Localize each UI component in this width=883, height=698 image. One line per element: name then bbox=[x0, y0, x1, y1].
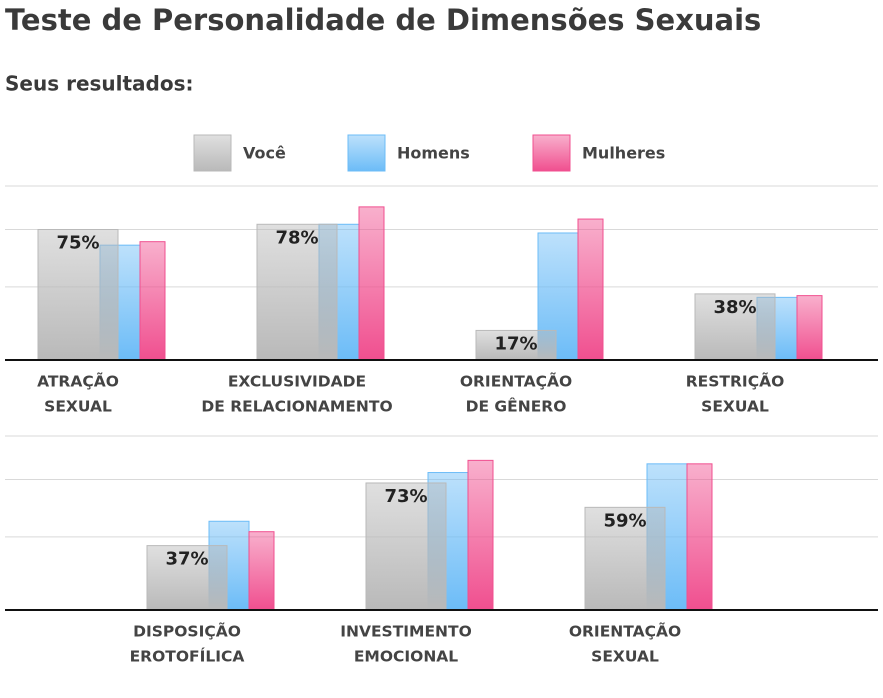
category-label: INVESTIMENTO bbox=[340, 623, 472, 641]
category-label: DISPOSIÇÃO bbox=[133, 622, 241, 641]
bar bbox=[365, 482, 447, 611]
category-label: DE RELACIONAMENTO bbox=[201, 398, 392, 416]
bar bbox=[248, 531, 275, 611]
bar bbox=[139, 241, 166, 361]
category-label: DE GÊNERO bbox=[466, 397, 567, 416]
bar bbox=[256, 223, 338, 361]
legend-label: Homens bbox=[397, 144, 470, 163]
bar bbox=[796, 295, 823, 361]
value-label: 37% bbox=[165, 549, 208, 570]
category-label: EMOCIONAL bbox=[354, 648, 458, 666]
value-label: 38% bbox=[713, 297, 756, 318]
bar bbox=[694, 293, 776, 361]
category-label: SEXUAL bbox=[591, 648, 659, 666]
bar bbox=[467, 459, 494, 611]
bar bbox=[686, 463, 713, 611]
bar bbox=[146, 545, 228, 611]
category-label: SEXUAL bbox=[701, 398, 769, 416]
bar bbox=[577, 218, 604, 361]
legend-label: Você bbox=[243, 144, 286, 163]
category-label: SEXUAL bbox=[44, 398, 112, 416]
bar bbox=[584, 506, 666, 611]
value-label: 78% bbox=[275, 227, 318, 248]
category-label: ATRAÇÃO bbox=[37, 372, 119, 391]
category-label: EROTOFÍLICA bbox=[130, 647, 245, 666]
value-label: 59% bbox=[603, 510, 646, 531]
category-label: ORIENTAÇÃO bbox=[569, 622, 681, 641]
legend-swatch bbox=[532, 134, 571, 172]
value-label: 17% bbox=[494, 333, 537, 354]
bar bbox=[358, 206, 385, 361]
category-label: ORIENTAÇÃO bbox=[460, 372, 572, 391]
legend-label: Mulheres bbox=[582, 144, 665, 163]
category-label: RESTRIÇÃO bbox=[686, 372, 785, 391]
legend-swatch bbox=[193, 134, 232, 172]
value-label: 75% bbox=[56, 233, 99, 254]
page-title: Teste de Personalidade de Dimensões Sexu… bbox=[5, 3, 761, 37]
bar bbox=[37, 229, 119, 361]
category-label: EXCLUSIVIDADE bbox=[228, 373, 366, 391]
subtitle: Seus resultados: bbox=[5, 72, 194, 96]
value-label: 73% bbox=[384, 486, 427, 507]
legend-swatch bbox=[347, 134, 386, 172]
